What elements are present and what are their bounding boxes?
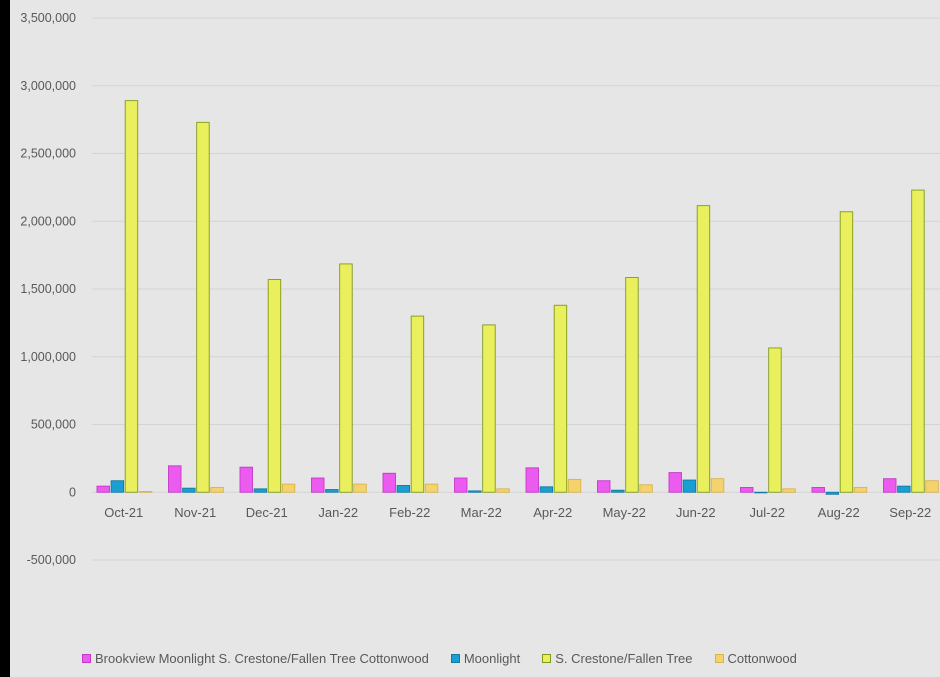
x-tick-label: Feb-22 <box>389 505 430 520</box>
bar-4-aug-22 <box>853 487 868 493</box>
left-edge-bar <box>0 0 10 677</box>
y-tick-label: 3,500,000 <box>20 11 76 25</box>
legend-swatch <box>82 653 91 663</box>
bar-1-oct-21 <box>96 485 110 493</box>
y-tick-label: 500,000 <box>31 418 76 432</box>
bar-3-oct-21 <box>124 100 139 493</box>
chart-legend: Brookview Moonlight S. Crestone/Fallen T… <box>82 648 797 668</box>
x-tick-label: Jan-22 <box>318 505 358 520</box>
chart-panel <box>10 0 940 677</box>
bar-2-dec-21 <box>253 488 268 493</box>
y-axis-ticks: 3,500,000 3,000,000 2,500,000 2,000,000 1,50… <box>20 11 76 567</box>
y-tick-label: 1,500,000 <box>20 282 76 296</box>
bar-4-jul-22 <box>782 488 796 493</box>
bar-3-jan-22 <box>339 263 353 493</box>
x-tick-label: Aug-22 <box>818 505 860 520</box>
bar-2-apr-22 <box>539 486 554 493</box>
bar-marks <box>96 100 939 495</box>
bar-2-jun-22 <box>682 479 697 493</box>
bar-1-jul-22 <box>740 487 754 493</box>
x-tick-label: Mar-22 <box>461 505 502 520</box>
bar-4-feb-22 <box>424 483 439 493</box>
legend-item: Brookview Moonlight S. Crestone/Fallen T… <box>82 651 429 666</box>
bar-3-may-22 <box>625 277 639 493</box>
x-tick-label: Oct-21 <box>104 505 143 520</box>
bar-1-jan-22 <box>311 477 325 493</box>
bar-4-may-22 <box>639 484 653 493</box>
y-tick-label: 3,000,000 <box>20 79 76 93</box>
bar-1-aug-22 <box>811 487 825 493</box>
y-tick-label: -500,000 <box>27 553 76 567</box>
legend-swatch <box>714 653 724 663</box>
bar-3-dec-21 <box>267 279 282 493</box>
legend-item: Cottonwood <box>714 650 797 666</box>
bar-1-jun-22 <box>668 472 682 493</box>
bar-1-dec-21 <box>239 466 253 493</box>
bar-4-mar-22 <box>496 488 510 493</box>
bar-3-mar-22 <box>482 324 496 493</box>
bar-4-jun-22 <box>710 478 725 493</box>
x-tick-label: Jun-22 <box>676 505 716 520</box>
bar-1-feb-22 <box>382 472 396 493</box>
legend-label: Brookview Moonlight S. Crestone/Fallen T… <box>95 650 429 666</box>
y-tick-label: 2,500,000 <box>20 147 76 161</box>
bar-2-may-22 <box>611 489 625 493</box>
bar-2-jul-22 <box>754 491 768 494</box>
y-tick-label: 1,000,000 <box>20 350 76 364</box>
bar-3-jun-22 <box>696 205 711 493</box>
legend-swatch <box>542 653 552 663</box>
x-tick-label: Nov-21 <box>174 505 216 520</box>
bar-3-aug-22 <box>839 211 854 493</box>
bar-3-sep-22 <box>911 189 925 493</box>
bar-3-nov-21 <box>196 121 210 493</box>
bar-4-sep-22 <box>925 480 939 493</box>
bar-3-feb-22 <box>410 315 425 493</box>
bar-1-may-22 <box>597 480 611 493</box>
bar-2-oct-21 <box>110 480 125 493</box>
legend-item: Moonlight <box>450 650 521 666</box>
legend-label: S. Crestone/Fallen Tree <box>555 650 693 666</box>
bar-1-apr-22 <box>525 467 539 493</box>
legend-swatch <box>450 653 460 663</box>
x-tick-label: Jul-22 <box>750 505 785 520</box>
bar-4-nov-21 <box>210 487 224 493</box>
bar-3-jul-22 <box>768 347 782 493</box>
x-tick-label: Dec-21 <box>246 505 288 520</box>
bar-2-nov-21 <box>182 487 196 493</box>
x-tick-label: Apr-22 <box>533 505 572 520</box>
bar-2-aug-22 <box>825 491 840 495</box>
bar-2-sep-22 <box>897 485 911 493</box>
x-axis-ticks: Oct-21 Nov-21 Dec-21 Jan-22 Feb-22 Mar-22 Apr-… <box>104 505 931 520</box>
bar-4-jan-22 <box>353 483 367 493</box>
y-tick-label: 2,000,000 <box>20 214 76 228</box>
bar-1-sep-22 <box>883 478 897 493</box>
x-tick-label: May-22 <box>603 505 646 520</box>
bar-3-apr-22 <box>553 304 568 493</box>
bar-4-oct-21 <box>138 491 153 493</box>
gridlines <box>92 17 940 561</box>
bar-2-jan-22 <box>325 489 339 493</box>
bar-2-feb-22 <box>396 485 411 493</box>
bar-4-dec-21 <box>281 483 296 493</box>
legend-label: Cottonwood <box>727 650 797 666</box>
bar-2-mar-22 <box>468 490 482 493</box>
legend-item: S. Crestone/Fallen Tree <box>542 650 693 666</box>
bar-4-apr-22 <box>567 478 582 493</box>
legend-label: Moonlight <box>463 650 521 666</box>
bar-1-mar-22 <box>454 477 468 493</box>
bar-1-nov-21 <box>168 465 182 493</box>
y-tick-label: 0 <box>69 485 76 499</box>
x-tick-label: Sep-22 <box>889 505 931 520</box>
